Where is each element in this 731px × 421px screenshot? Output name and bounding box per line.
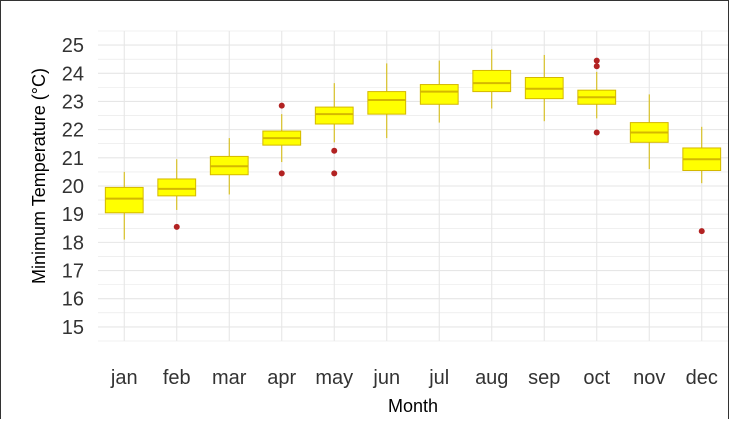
outlier-point	[278, 102, 285, 109]
y-tick-label: 19	[62, 204, 84, 226]
box-body	[472, 69, 512, 93]
x-axis-title: Month	[388, 396, 438, 416]
y-tick-label: 16	[62, 289, 84, 311]
box-apr	[262, 102, 302, 177]
y-axis-title: Minimum Temperature (°C)	[29, 68, 49, 284]
x-tick-label: oct	[583, 367, 610, 389]
y-tick-label: 18	[62, 232, 84, 254]
x-tick-label: aug	[475, 367, 508, 389]
x-tick-label: jan	[110, 367, 138, 389]
outlier-point	[278, 170, 285, 177]
x-tick-label: jul	[428, 367, 449, 389]
y-tick-label: 22	[62, 120, 84, 142]
x-tick-label: dec	[686, 367, 718, 389]
y-tick-label: 21	[62, 148, 84, 170]
outlier-point	[593, 57, 600, 64]
box-may	[314, 83, 354, 177]
x-tick-label: may	[315, 367, 353, 389]
outlier-point	[331, 170, 338, 177]
y-tick-label: 25	[62, 35, 84, 57]
box-mar	[209, 138, 249, 195]
box-dec	[682, 126, 722, 235]
box-layer	[104, 49, 722, 240]
box-body	[104, 186, 144, 214]
x-tick-labels: jan feb mar apr may jun jul aug sep oct nov dec	[110, 367, 718, 389]
x-tick-label: nov	[633, 367, 665, 389]
x-tick-label: jun	[372, 367, 400, 389]
outlier-point	[173, 223, 180, 230]
box-oct	[577, 57, 617, 136]
y-tick-label: 23	[62, 91, 84, 113]
box-jul	[419, 60, 459, 123]
y-tick-labels: 15 16 17 18 19 20 21 22 23 24 25	[62, 35, 84, 339]
outlier-point	[593, 63, 600, 70]
y-tick-label: 20	[62, 176, 84, 198]
box-jan	[104, 171, 144, 240]
box-jun	[367, 63, 407, 139]
x-tick-label: apr	[267, 367, 296, 389]
box-nov	[629, 94, 669, 170]
box-feb	[157, 159, 197, 230]
box-body	[367, 91, 407, 115]
box-body	[157, 178, 197, 197]
y-tick-label: 24	[62, 63, 84, 85]
box-body	[314, 106, 354, 125]
x-tick-label: feb	[163, 367, 191, 389]
outlier-point	[331, 147, 338, 154]
outlier-point	[593, 129, 600, 136]
y-tick-label: 17	[62, 261, 84, 283]
y-tick-label: 15	[62, 317, 84, 339]
box-body	[419, 84, 459, 105]
x-tick-label: sep	[528, 367, 560, 389]
outlier-point	[698, 228, 705, 235]
x-tick-label: mar	[212, 367, 247, 389]
box-sep	[524, 54, 564, 122]
box-aug	[472, 49, 512, 109]
